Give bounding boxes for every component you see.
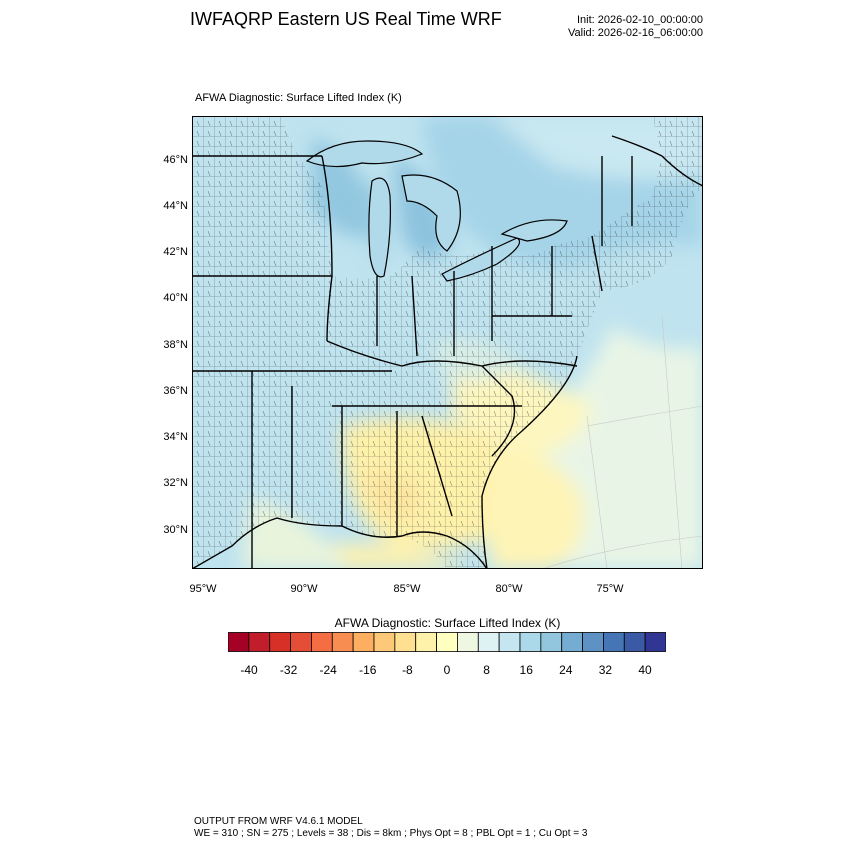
lat-label-46n: 46°N (163, 154, 188, 166)
lat-label-38n: 38°N (163, 339, 188, 351)
lat-label-32n: 32°N (163, 477, 188, 489)
colorbar-swatch (228, 632, 250, 652)
valid-time: Valid: 2026-02-16_06:00:00 (568, 27, 703, 39)
colorbar-tick-label: 16 (520, 663, 534, 677)
colorbar-tick-label: -32 (280, 663, 298, 677)
colorbar-swatch (644, 632, 666, 652)
colorbar-swatch (498, 632, 521, 652)
colorbar: -40 -32 -24 -16 -8 0 8 16 24 32 40 (228, 632, 666, 677)
footer-model-version: OUTPUT FROM WRF V4.6.1 MODEL (194, 816, 363, 827)
colorbar-swatch (477, 632, 500, 652)
colorbar-tick-label: 32 (599, 663, 613, 677)
colorbar-tick-label: 0 (444, 663, 451, 677)
colorbar-tick-label: 40 (638, 663, 652, 677)
lat-label-40n: 40°N (163, 292, 188, 304)
lat-label-30n: 30°N (163, 524, 188, 536)
colorbar-tick-label: 8 (483, 663, 490, 677)
map-panel (192, 116, 703, 569)
colorbar-swatch (290, 632, 312, 652)
colorbar-swatch (415, 632, 437, 652)
colorbar-swatch (373, 632, 396, 652)
colorbar-swatch (540, 632, 563, 652)
colorbar-swatch (623, 632, 646, 652)
lon-label-80w: 80°W (495, 583, 523, 595)
lat-label-42n: 42°N (163, 246, 188, 258)
lat-label-44n: 44°N (163, 200, 188, 212)
colorbar-swatch (436, 632, 458, 652)
lat-label-36n: 36°N (163, 385, 188, 397)
footer-model-config: WE = 310 ; SN = 275 ; Levels = 38 ; Dis … (194, 828, 588, 839)
lon-label-75w: 75°W (596, 583, 624, 595)
map-subtitle: AFWA Diagnostic: Surface Lifted Index (K… (195, 92, 402, 104)
colorbar-title: AFWA Diagnostic: Surface Lifted Index (K… (334, 616, 561, 630)
great-lakes (305, 140, 568, 282)
lon-label-95w: 95°W (189, 583, 217, 595)
colorbar-tick-label: -16 (359, 663, 377, 677)
lat-label-34n: 34°N (163, 431, 188, 443)
colorbar-swatch (394, 632, 417, 652)
colorbar-swatch (603, 632, 625, 652)
graticule (541, 315, 703, 569)
main-title: IWFAQRP Eastern US Real Time WRF (190, 9, 502, 29)
colorbar-swatch (248, 632, 271, 652)
colorbar-tick-label: 24 (559, 663, 573, 677)
init-time: Init: 2026-02-10_00:00:00 (577, 14, 703, 26)
colorbar-swatch (519, 632, 542, 652)
colorbar-swatch (582, 632, 604, 652)
colorbar-swatch (561, 632, 583, 652)
colorbar-swatch (311, 632, 333, 652)
lon-label-85w: 85°W (393, 583, 421, 595)
colorbar-swatch (331, 632, 354, 652)
colorbar-swatch (269, 632, 291, 652)
colorbar-tick-label: -24 (320, 663, 338, 677)
colorbar-swatch (352, 632, 375, 652)
colorbar-tick-label: -40 (240, 663, 258, 677)
lon-label-90w: 90°W (290, 583, 318, 595)
colorbar-swatch (457, 632, 479, 652)
map-border (192, 116, 703, 569)
colorbar-tick-label: -8 (402, 663, 413, 677)
state-boundaries (192, 135, 703, 569)
county-boundaries (192, 116, 703, 569)
